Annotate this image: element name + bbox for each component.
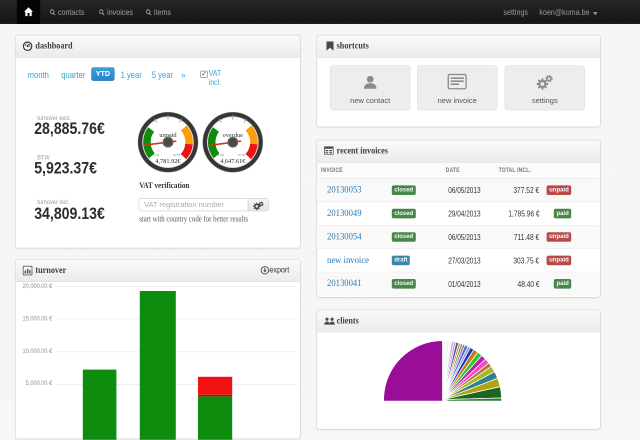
svg-text:10,758: 10,758 (238, 154, 246, 157)
svg-text:unpaid: unpaid (159, 132, 177, 139)
svg-text:overdue: overdue (223, 132, 243, 139)
svg-text:1,196: 1,196 (153, 154, 160, 157)
svg-text:10,758: 10,758 (173, 154, 181, 157)
svg-text:4,647.61€: 4,647.61€ (220, 158, 246, 165)
svg-text:1,196: 1,196 (218, 154, 225, 157)
svg-text:4,781.92€: 4,781.92€ (155, 158, 181, 165)
